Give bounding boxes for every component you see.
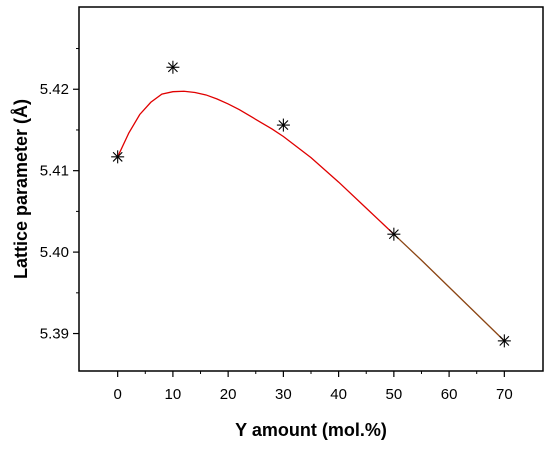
y-axis-ticks: 5.39 5.40 5.41 5.42 (40, 48, 79, 343)
fit-curve-segment-end (393, 233, 505, 342)
data-point (497, 334, 511, 348)
x-tick-label: 0 (113, 386, 121, 403)
y-tick-label: 5.40 (40, 244, 69, 261)
x-tick-label: 10 (165, 386, 182, 403)
data-point (166, 60, 180, 74)
data-point (387, 227, 401, 241)
y-axis-label: Lattice parameter (Å) (11, 99, 31, 279)
data-point (276, 118, 290, 132)
x-tick-label: 20 (220, 386, 237, 403)
plot-frame (78, 6, 544, 372)
data-point (111, 150, 125, 164)
x-tick-label: 70 (496, 386, 513, 403)
fit-curve-layer (117, 90, 505, 342)
y-tick-label: 5.42 (40, 81, 69, 98)
x-axis-ticks: 0 10 20 30 40 50 60 70 (113, 371, 513, 403)
x-tick-label: 40 (330, 386, 347, 403)
y-tick-label: 5.39 (40, 326, 69, 343)
x-tick-label: 60 (441, 386, 458, 403)
y-tick-label: 5.41 (40, 163, 69, 180)
data-points-layer (111, 60, 511, 348)
x-axis-label: Y amount (mol.%) (235, 420, 387, 440)
x-tick-label: 30 (275, 386, 292, 403)
x-tick-label: 50 (386, 386, 403, 403)
fit-curve-segment (117, 90, 395, 235)
